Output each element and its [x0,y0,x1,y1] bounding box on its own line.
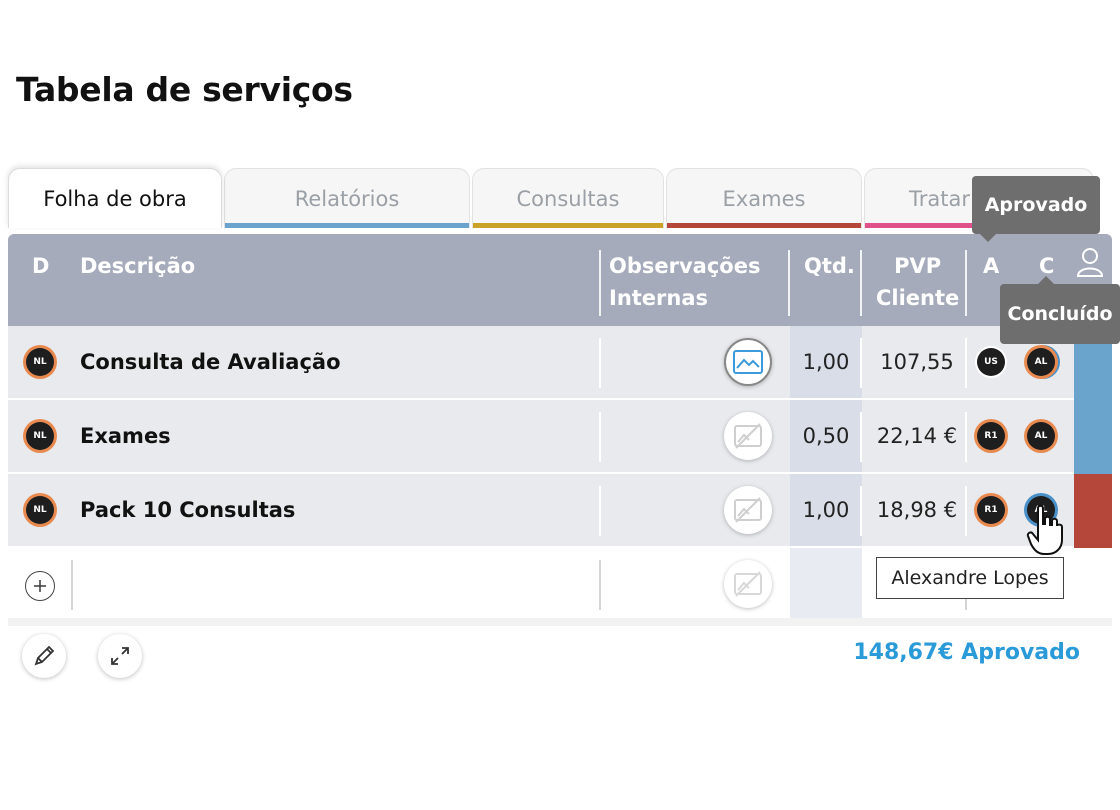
tooltip-aprovado: Aprovado [972,176,1100,242]
c-badge[interactable]: AL [1027,422,1055,450]
row-divider [599,486,601,536]
tab-relatorios[interactable]: Relatórios [224,168,470,228]
a-badge[interactable]: US [977,348,1005,376]
no-image-icon [734,571,762,597]
row-descricao: Consulta de Avaliação [80,350,341,374]
expand-button[interactable] [98,634,142,678]
tooltip-arrow [980,234,996,242]
no-image-icon [734,497,762,523]
row-descricao: Pack 10 Consultas [80,498,296,522]
observacoes-button[interactable] [724,486,772,534]
table-footer [8,618,1112,626]
table-header: D Descrição Observações Internas Qtd. PV… [8,234,1112,326]
c-badge[interactable]: AL [1027,348,1055,376]
row-qtd[interactable]: 1,00 [802,350,850,374]
row-divider [599,412,601,462]
add-row-button[interactable] [25,571,55,601]
tooltip-arrow [1038,276,1054,284]
col-c[interactable]: C [1039,254,1055,278]
col-d[interactable]: D [32,254,50,278]
col-observacoes-line2: Internas [609,286,709,310]
tooltip-aprovado-text: Aprovado [984,194,1088,216]
row-divider [965,486,967,536]
tooltip-concluido: Concluído [1000,276,1120,344]
observacoes-button[interactable] [724,560,772,608]
edit-button[interactable] [22,634,66,678]
qtd-column-bg [790,548,862,620]
row-divider [965,412,967,462]
image-icon [733,350,763,374]
qtd-column-bg [790,400,862,472]
col-observacoes-line1: Observações [609,254,761,278]
row-pvp[interactable]: 22,14 € [876,424,958,448]
tab-label: Consultas [516,186,620,211]
col-qtd[interactable]: Qtd. [804,254,855,278]
header-divider [860,250,862,316]
user-icon[interactable] [1076,246,1104,278]
services-table: D Descrição Observações Internas Qtd. PV… [8,234,1112,622]
table-row[interactable]: NL Exames 0,50 22,14 € R1 AL [8,400,1112,474]
tab-bar: Relatórios Consultas Exames Tratar Folha… [8,168,1112,228]
header-divider [788,250,790,316]
header-divider [965,250,967,316]
row-divider [860,338,862,388]
observacoes-button[interactable] [724,412,772,460]
row-divider [860,412,862,462]
pencil-icon [34,645,55,666]
tab-consultas[interactable]: Consultas [472,168,664,228]
no-image-icon [734,423,762,449]
tooltip-user-name: Alexandre Lopes [876,557,1064,599]
row-divider [599,338,601,388]
a-badge[interactable]: R1 [977,496,1005,524]
col-pvp-line1: PVP [894,254,942,278]
qtd-column-bg [790,326,862,398]
d-badge[interactable]: NL [26,496,54,524]
col-pvp-cliente[interactable]: PVP Cliente [876,250,959,314]
tab-label: Relatórios [294,186,400,211]
tab-color-bar [473,223,663,228]
table-row[interactable]: NL Pack 10 Consultas 1,00 18,98 € R1 AL [8,474,1112,548]
tab-color-bar [225,223,469,228]
row-divider [599,560,601,610]
row-qtd[interactable]: 1,00 [802,498,850,522]
tooltip-concluido-text: Concluído [1007,303,1113,325]
a-badge[interactable]: R1 [977,422,1005,450]
page-title: Tabela de serviços [16,70,353,109]
plus-icon [34,580,46,592]
col-observacoes[interactable]: Observações Internas [609,250,760,314]
row-status-stripe [1074,400,1112,474]
hand-cursor-icon [1026,504,1063,555]
row-divider [860,486,862,536]
tab-color-bar [667,223,861,228]
tab-label: Exames [722,186,806,211]
expand-icon [111,647,129,665]
row-divider [71,560,73,610]
total-approved: 148,67€ Aprovado [853,640,1080,665]
row-divider [965,338,967,388]
qtd-column-bg [790,474,862,546]
d-badge[interactable]: NL [26,422,54,450]
header-divider [599,250,601,316]
row-qtd[interactable]: 0,50 [802,424,850,448]
row-status-stripe [1074,474,1112,548]
tab-label: Folha de obra [43,186,187,211]
tab-label: Tratar [909,186,970,211]
col-pvp-line2: Cliente [876,286,960,310]
table-row[interactable]: NL Consulta de Avaliação 1,00 107,55 US … [8,326,1112,400]
tab-folha-de-obra[interactable]: Folha de obra [8,168,222,228]
col-descricao[interactable]: Descrição [80,254,196,278]
observacoes-button[interactable] [724,338,772,386]
d-badge[interactable]: NL [26,348,54,376]
col-a[interactable]: A [983,254,1000,278]
tab-exames[interactable]: Exames [666,168,862,228]
row-pvp[interactable]: 107,55 [880,350,954,374]
row-descricao: Exames [80,424,171,448]
row-pvp[interactable]: 18,98 € [876,498,958,522]
